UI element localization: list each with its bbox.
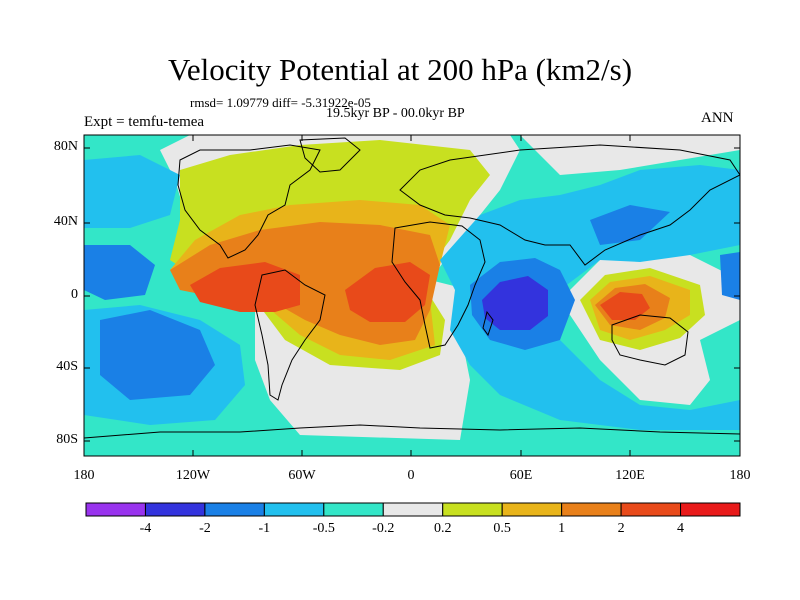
coastline-south-america <box>254 269 326 401</box>
positive-region-red-atlantic-east <box>345 262 430 322</box>
colorbar-label: 0.2 <box>433 521 452 536</box>
season-label: ANN <box>701 110 734 126</box>
y-tick-label: 40S <box>56 359 78 374</box>
neutral-region-arctic-east <box>520 135 740 175</box>
colorbar-label: -4 <box>139 521 152 536</box>
colorbar-swatch <box>620 502 682 517</box>
negative-region-cyan-indian <box>440 165 740 430</box>
colorbar-label: 0.5 <box>493 521 511 536</box>
negative-region-deepblue-indian <box>482 276 548 330</box>
coastline-africa <box>391 221 486 349</box>
colorbar-label: 4 <box>677 521 685 536</box>
colorbar-label: -0.2 <box>372 521 395 536</box>
colorbar-swatch <box>561 502 622 517</box>
positive-region-red-atlantic-west <box>190 262 300 312</box>
colorbar-label: -2 <box>199 521 211 536</box>
y-tick-label: 0 <box>71 287 78 302</box>
colorbar-swatch <box>85 502 146 517</box>
x-tick-label: 120W <box>175 468 211 483</box>
colorbar-swatch <box>382 502 444 517</box>
y-tick-label: 40N <box>53 214 78 229</box>
y-tick-label: 80N <box>53 139 78 154</box>
negative-region-cyan-pacific-north <box>84 155 180 228</box>
coastline-eurasia <box>399 144 740 266</box>
colorbar-swatch <box>144 502 206 517</box>
colorbar-label: 2 <box>617 521 625 536</box>
negative-region-blue-pacific-south <box>100 310 215 400</box>
x-tick-label: 60E <box>509 468 533 483</box>
x-tick-label: 120E <box>615 468 645 483</box>
x-tick-label: 180 <box>729 468 751 483</box>
colorbar-label: 1 <box>558 521 566 536</box>
map-title: Velocity Potential at 200 hPa (km2/s) <box>167 52 633 87</box>
rmsd-diff-stats: rmsd= 1.09779 diff= -5.31922e-05 <box>190 95 371 110</box>
colorbar-swatch <box>442 502 503 517</box>
experiment-label: Expt = temfu-temea <box>84 114 205 130</box>
positive-region-red-indonesia <box>600 292 650 320</box>
colorbar-swatch <box>263 502 325 517</box>
axis-ticks <box>83 135 741 456</box>
colorbar-swatch <box>680 502 741 517</box>
coastline-antarctica <box>84 424 740 439</box>
negative-region-blue-east-edge <box>720 252 740 300</box>
coastline-north-america <box>177 144 321 259</box>
time-period-label: 19.5kyr BP - 00.0kyr BP <box>326 106 465 121</box>
x-tick-label: 60W <box>288 468 316 483</box>
colorbar-swatch <box>204 502 265 517</box>
negative-region-blue-asia <box>590 205 670 245</box>
coastline-australia <box>611 314 689 366</box>
colorbar-label: -1 <box>258 521 271 536</box>
x-tick-label: 180 <box>73 468 95 483</box>
negative-region-blue-pacific-west <box>84 245 155 300</box>
x-tick-label: 0 <box>407 468 415 483</box>
y-tick-label: 80S <box>56 432 78 447</box>
coastline-madagascar <box>482 310 494 337</box>
coastline-greenland <box>299 137 361 173</box>
colorbar-swatch <box>501 502 563 517</box>
colorbar-swatch <box>323 502 384 517</box>
coastlines <box>84 137 740 439</box>
colorbar-label: -0.5 <box>312 521 335 536</box>
